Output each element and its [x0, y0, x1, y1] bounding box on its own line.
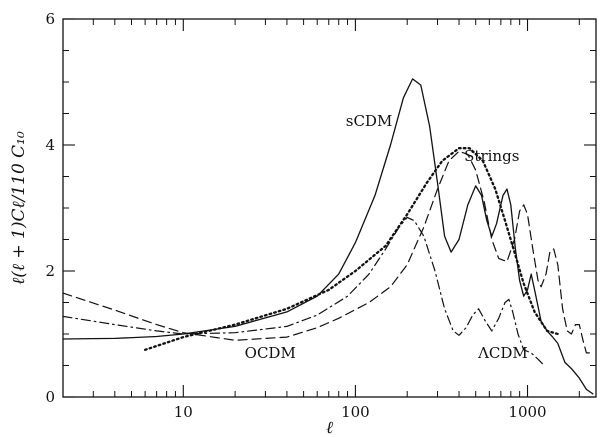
x-axis-label: ℓ [326, 418, 333, 437]
axis-tick-labels: 10 100 1000 0 2 4 6 [45, 10, 546, 421]
x-tick-label: 1000 [508, 403, 546, 421]
series-lines [62, 78, 594, 395]
series-label-1: Strings [464, 147, 519, 165]
series-labels: sCDM Strings OCDM ΛCDM [245, 112, 528, 362]
x-tick-label: 10 [174, 403, 193, 421]
y-tick-label: 6 [45, 10, 55, 28]
y-tick-label: 0 [45, 388, 55, 406]
series-label-3: ΛCDM [477, 344, 528, 362]
series-label-0: sCDM [346, 112, 393, 130]
axis-ticks [62, 18, 596, 398]
series-line-2 [62, 150, 594, 354]
series-line-1 [143, 147, 559, 351]
series-label-2: OCDM [245, 344, 296, 362]
series-line-3 [62, 216, 545, 367]
plot-frame [62, 18, 597, 398]
y-tick-label: 4 [45, 136, 55, 154]
y-tick-label: 2 [45, 262, 55, 280]
y-axis-label: ℓ(ℓ + 1)Cℓ/110 C₁₀ [9, 131, 29, 285]
x-tick-label: 100 [341, 403, 370, 421]
